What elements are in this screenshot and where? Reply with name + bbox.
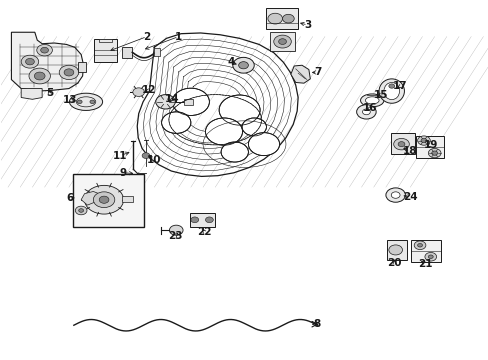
FancyBboxPatch shape: [266, 8, 298, 30]
Polygon shape: [81, 192, 101, 205]
Ellipse shape: [383, 82, 399, 100]
FancyBboxPatch shape: [99, 39, 112, 41]
Circle shape: [156, 95, 175, 109]
FancyBboxPatch shape: [122, 46, 132, 58]
Text: 5: 5: [46, 88, 53, 98]
Circle shape: [190, 217, 198, 223]
Text: 7: 7: [313, 67, 321, 77]
Polygon shape: [21, 89, 42, 99]
Text: 23: 23: [168, 231, 182, 240]
Circle shape: [205, 217, 213, 223]
Circle shape: [34, 72, 45, 80]
Circle shape: [37, 44, 52, 56]
Circle shape: [169, 225, 183, 235]
Text: 9: 9: [119, 168, 126, 178]
Circle shape: [41, 47, 48, 53]
FancyBboxPatch shape: [386, 240, 407, 260]
Text: 14: 14: [164, 94, 179, 104]
Text: 20: 20: [386, 258, 401, 268]
Text: 19: 19: [423, 140, 437, 150]
Ellipse shape: [69, 93, 102, 111]
Circle shape: [417, 243, 422, 247]
Text: 21: 21: [417, 259, 431, 269]
Polygon shape: [290, 65, 310, 83]
FancyBboxPatch shape: [122, 196, 133, 202]
Circle shape: [420, 138, 426, 143]
Circle shape: [390, 192, 399, 198]
Text: 8: 8: [312, 319, 320, 329]
Text: 12: 12: [142, 85, 156, 95]
Text: 15: 15: [373, 90, 387, 100]
FancyBboxPatch shape: [73, 174, 143, 227]
Text: 10: 10: [147, 155, 161, 165]
FancyBboxPatch shape: [269, 32, 295, 51]
Circle shape: [242, 118, 266, 136]
Circle shape: [133, 88, 144, 96]
Circle shape: [219, 95, 260, 125]
Circle shape: [77, 100, 82, 104]
Circle shape: [248, 133, 279, 156]
Text: 13: 13: [62, 95, 77, 105]
Circle shape: [388, 84, 394, 88]
Polygon shape: [78, 62, 86, 72]
Circle shape: [267, 13, 282, 24]
Circle shape: [90, 100, 95, 104]
Circle shape: [417, 136, 429, 145]
Circle shape: [99, 196, 109, 203]
Circle shape: [273, 35, 291, 48]
Ellipse shape: [360, 94, 383, 107]
Circle shape: [64, 69, 74, 76]
Circle shape: [221, 142, 248, 162]
Polygon shape: [11, 32, 83, 91]
Text: 17: 17: [392, 81, 407, 91]
Text: 4: 4: [227, 57, 234, 67]
FancyBboxPatch shape: [189, 213, 215, 226]
FancyBboxPatch shape: [183, 99, 192, 105]
Circle shape: [413, 241, 425, 249]
Circle shape: [397, 141, 404, 147]
Text: 16: 16: [362, 103, 377, 113]
Circle shape: [278, 39, 286, 44]
FancyBboxPatch shape: [415, 135, 444, 158]
Circle shape: [424, 252, 436, 261]
Text: 24: 24: [402, 192, 417, 202]
Circle shape: [431, 151, 437, 155]
Circle shape: [93, 192, 115, 208]
Circle shape: [238, 62, 248, 69]
Text: 3: 3: [304, 20, 311, 30]
Circle shape: [84, 185, 123, 214]
Circle shape: [172, 88, 209, 116]
Circle shape: [21, 55, 39, 68]
Circle shape: [29, 68, 50, 84]
Text: 18: 18: [402, 146, 417, 156]
Circle shape: [161, 112, 190, 134]
Text: 11: 11: [113, 150, 127, 161]
Circle shape: [393, 138, 408, 150]
Circle shape: [356, 105, 375, 119]
Circle shape: [142, 153, 150, 158]
Circle shape: [59, 65, 79, 80]
Circle shape: [25, 58, 34, 65]
Circle shape: [427, 148, 440, 158]
Circle shape: [385, 188, 405, 202]
Ellipse shape: [378, 79, 404, 103]
Text: 2: 2: [143, 32, 150, 41]
Circle shape: [362, 109, 369, 115]
Text: 6: 6: [66, 193, 73, 203]
FancyBboxPatch shape: [410, 240, 440, 262]
Circle shape: [427, 255, 432, 258]
FancyBboxPatch shape: [94, 40, 117, 62]
FancyBboxPatch shape: [390, 134, 414, 154]
Text: 1: 1: [175, 32, 182, 41]
Circle shape: [79, 209, 83, 212]
Circle shape: [282, 14, 294, 23]
Circle shape: [205, 118, 242, 145]
Circle shape: [232, 57, 254, 73]
Circle shape: [75, 206, 87, 215]
Text: 22: 22: [197, 227, 211, 237]
FancyBboxPatch shape: [154, 48, 160, 56]
Ellipse shape: [365, 97, 378, 104]
Circle shape: [388, 245, 402, 255]
